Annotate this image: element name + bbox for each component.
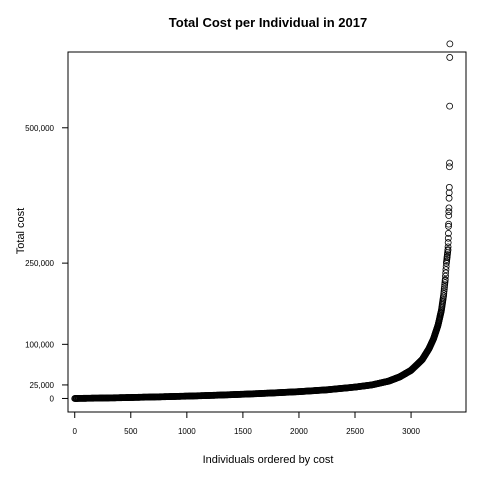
data-point — [445, 194, 453, 202]
y-tick-label: 0 — [50, 394, 55, 403]
plot-frame — [67, 51, 467, 413]
data-point — [441, 281, 449, 289]
data-point — [446, 102, 454, 110]
data-point — [444, 239, 452, 246]
x-tick-label: 500 — [124, 427, 138, 436]
data-point — [440, 292, 447, 300]
x-axis-label: Individuals ordered by cost — [203, 454, 334, 466]
data-point — [444, 229, 452, 237]
data-point — [446, 163, 453, 171]
data-point — [444, 243, 452, 251]
data-points — [71, 40, 454, 402]
y-tick-label: 25,000 — [30, 381, 55, 390]
data-point — [442, 269, 450, 277]
data-point — [445, 212, 453, 219]
data-point — [444, 246, 452, 253]
x-tick-label: 3000 — [402, 427, 420, 436]
x-tick-label: 1000 — [178, 427, 196, 436]
data-point — [446, 159, 453, 167]
data-point — [445, 222, 452, 230]
data-point — [442, 266, 450, 274]
x-tick-label: 2000 — [290, 427, 308, 436]
y-tick-label: 500,000 — [25, 124, 54, 133]
y-axis-label: Total cost — [15, 208, 27, 254]
data-point — [445, 204, 453, 212]
x-tick-label: 2500 — [346, 427, 364, 436]
data-point — [445, 208, 453, 216]
data-point — [440, 285, 448, 293]
chart-title: Total Cost per Individual in 2017 — [169, 15, 367, 30]
data-point — [440, 287, 448, 295]
x-tick-label: 1500 — [234, 427, 252, 436]
data-point — [446, 40, 454, 48]
y-axis-ticks: 0 25,000 100,000 250,000 500,000 — [25, 124, 68, 403]
data-point — [445, 183, 453, 191]
data-point — [444, 234, 452, 242]
data-point — [446, 54, 454, 61]
y-tick-label: 250,000 — [25, 259, 54, 268]
data-point — [441, 283, 448, 291]
data-point — [441, 275, 449, 283]
data-point — [442, 262, 450, 270]
data-point — [443, 251, 451, 259]
x-axis-ticks: 0 500 1000 1500 2000 2500 3000 — [73, 412, 421, 436]
y-tick-label: 100,000 — [25, 340, 54, 349]
data-point — [440, 290, 448, 297]
data-point — [445, 220, 453, 228]
x-tick-label: 0 — [73, 427, 78, 436]
data-point — [442, 272, 449, 280]
data-point — [445, 189, 453, 197]
data-point — [441, 279, 449, 287]
